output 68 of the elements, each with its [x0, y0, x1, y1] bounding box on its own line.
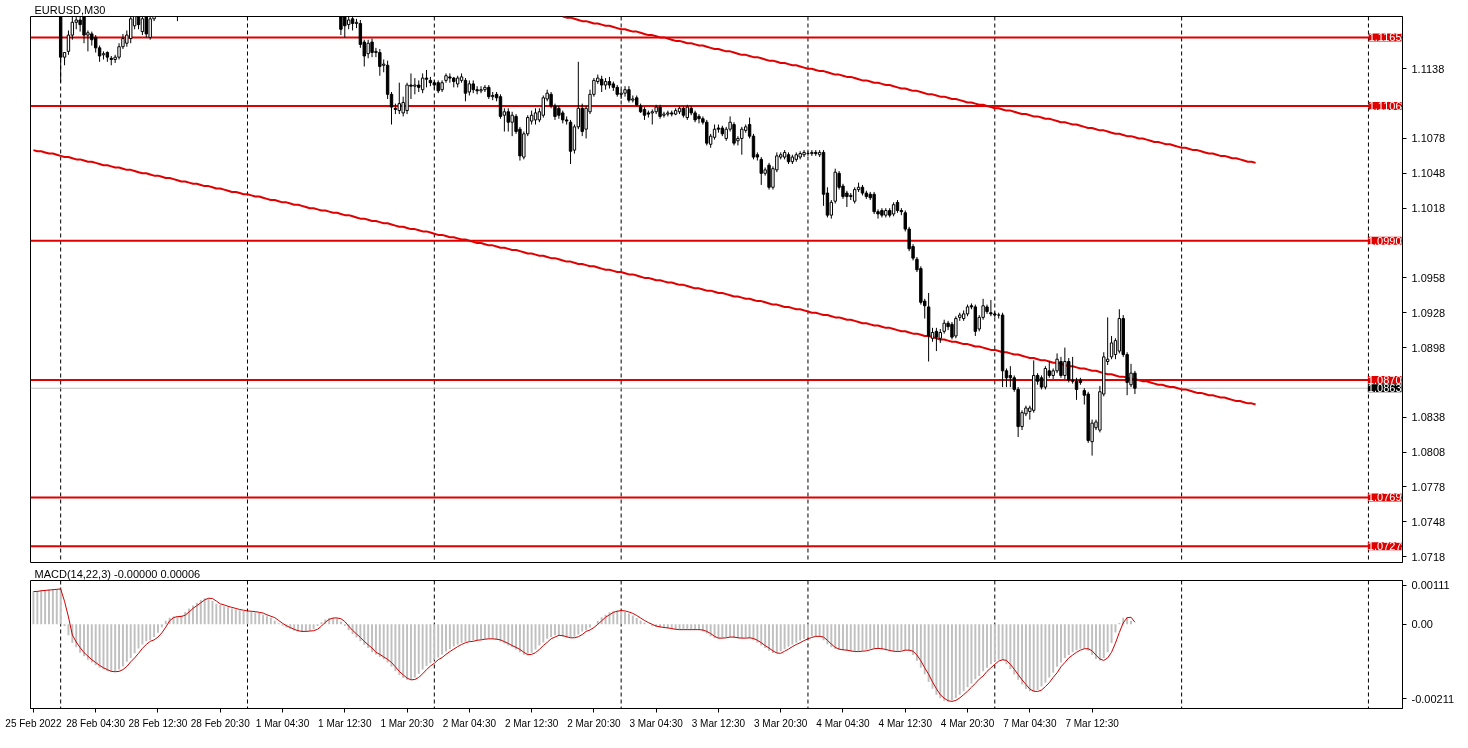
candlestick: [705, 119, 709, 146]
y-tick-label: 1.0928: [1411, 306, 1446, 319]
candlestick: [1063, 347, 1067, 380]
y-tick-label: 1.0898: [1411, 341, 1446, 354]
y-tick-label: 1.1018: [1411, 202, 1446, 215]
candlestick: [144, 16, 148, 38]
candlestick: [413, 77, 417, 95]
ref-line-label: 1.0769: [1367, 491, 1402, 504]
y-tick-label: 1.1048: [1411, 167, 1446, 180]
y-tick-label: -0.00211: [1411, 692, 1455, 705]
candlestick: [510, 111, 514, 137]
candlestick: [378, 48, 382, 77]
candlestick: [1059, 356, 1063, 379]
x-tick-label: 7 Mar 12:30: [1065, 717, 1120, 729]
y-tick-label: 1.0838: [1411, 411, 1446, 424]
x-tick-label: 1 Mar 20:30: [380, 717, 435, 729]
candlestick: [366, 39, 370, 59]
x-tick-label: 3 Mar 20:30: [754, 717, 808, 729]
candlestick: [448, 72, 452, 84]
ref-line-label: 1.0990: [1367, 234, 1402, 247]
ref-line-label: 1.1106: [1368, 99, 1402, 112]
x-tick-label: 28 Feb 12:30: [128, 717, 188, 729]
candlestick: [541, 95, 545, 119]
candlestick: [1109, 335, 1114, 360]
y-tick-label: 1.0748: [1411, 515, 1446, 528]
candlestick: [989, 299, 993, 317]
ref-line-label: 1.1165: [1368, 31, 1402, 44]
ref-line-label: 1.0727: [1367, 540, 1402, 553]
x-tick-label: 4 Mar 12:30: [878, 717, 933, 729]
x-tick-label: 2 Mar 04:30: [442, 717, 497, 729]
line-series: [32, 588, 1136, 702]
candlestick: [759, 156, 763, 186]
candlestick: [872, 191, 876, 215]
y-tick-label: 1.1138: [1411, 62, 1445, 75]
candlestick: [483, 84, 487, 93]
x-tick-label: 1 Mar 04:30: [255, 717, 310, 729]
candlestick: [479, 85, 483, 94]
x-tick-label: 3 Mar 12:30: [691, 717, 746, 729]
y-tick-label: 1.0808: [1411, 446, 1446, 459]
y-tick-label: 1.0718: [1411, 550, 1446, 563]
x-tick-label: 7 Mar 04:30: [1003, 717, 1057, 729]
x-tick-label: 25 Feb 2022: [5, 717, 62, 729]
candlestick: [339, 16, 343, 36]
candlestick: [954, 315, 958, 339]
candlestick: [740, 126, 744, 156]
x-tick-label: 1 Mar 12:30: [318, 717, 372, 729]
candlestick: [506, 107, 510, 133]
x-tick-label: 28 Feb 04:30: [66, 717, 126, 729]
chart-title: MACD(14,22,3) -0.00000 0.00006: [34, 567, 201, 580]
x-tick-label: 2 Mar 12:30: [504, 717, 559, 729]
x-tick-label: 4 Mar 04:30: [816, 717, 871, 729]
candlestick: [397, 82, 401, 115]
candlestick: [810, 149, 814, 157]
y-tick-label: 0.00111: [1411, 579, 1450, 592]
y-tick-label: 1.0958: [1411, 271, 1446, 284]
candlestick: [802, 149, 806, 158]
x-tick-label: 3 Mar 04:30: [629, 717, 684, 729]
x-tick-label: 28 Feb 20:30: [190, 717, 251, 729]
candlestick: [1008, 365, 1013, 388]
x-tick-label: 4 Mar 20:30: [940, 717, 995, 729]
candlestick: [370, 38, 374, 58]
x-tick-label: 2 Mar 20:30: [567, 717, 622, 729]
y-tick-label: 1.1078: [1411, 132, 1446, 145]
chart-title: EURUSD,M30: [34, 3, 106, 16]
candlestick: [697, 113, 701, 124]
y-tick-label: 0.00: [1411, 618, 1433, 631]
candlestick: [767, 162, 771, 191]
y-tick-label: 1.0778: [1411, 480, 1446, 493]
